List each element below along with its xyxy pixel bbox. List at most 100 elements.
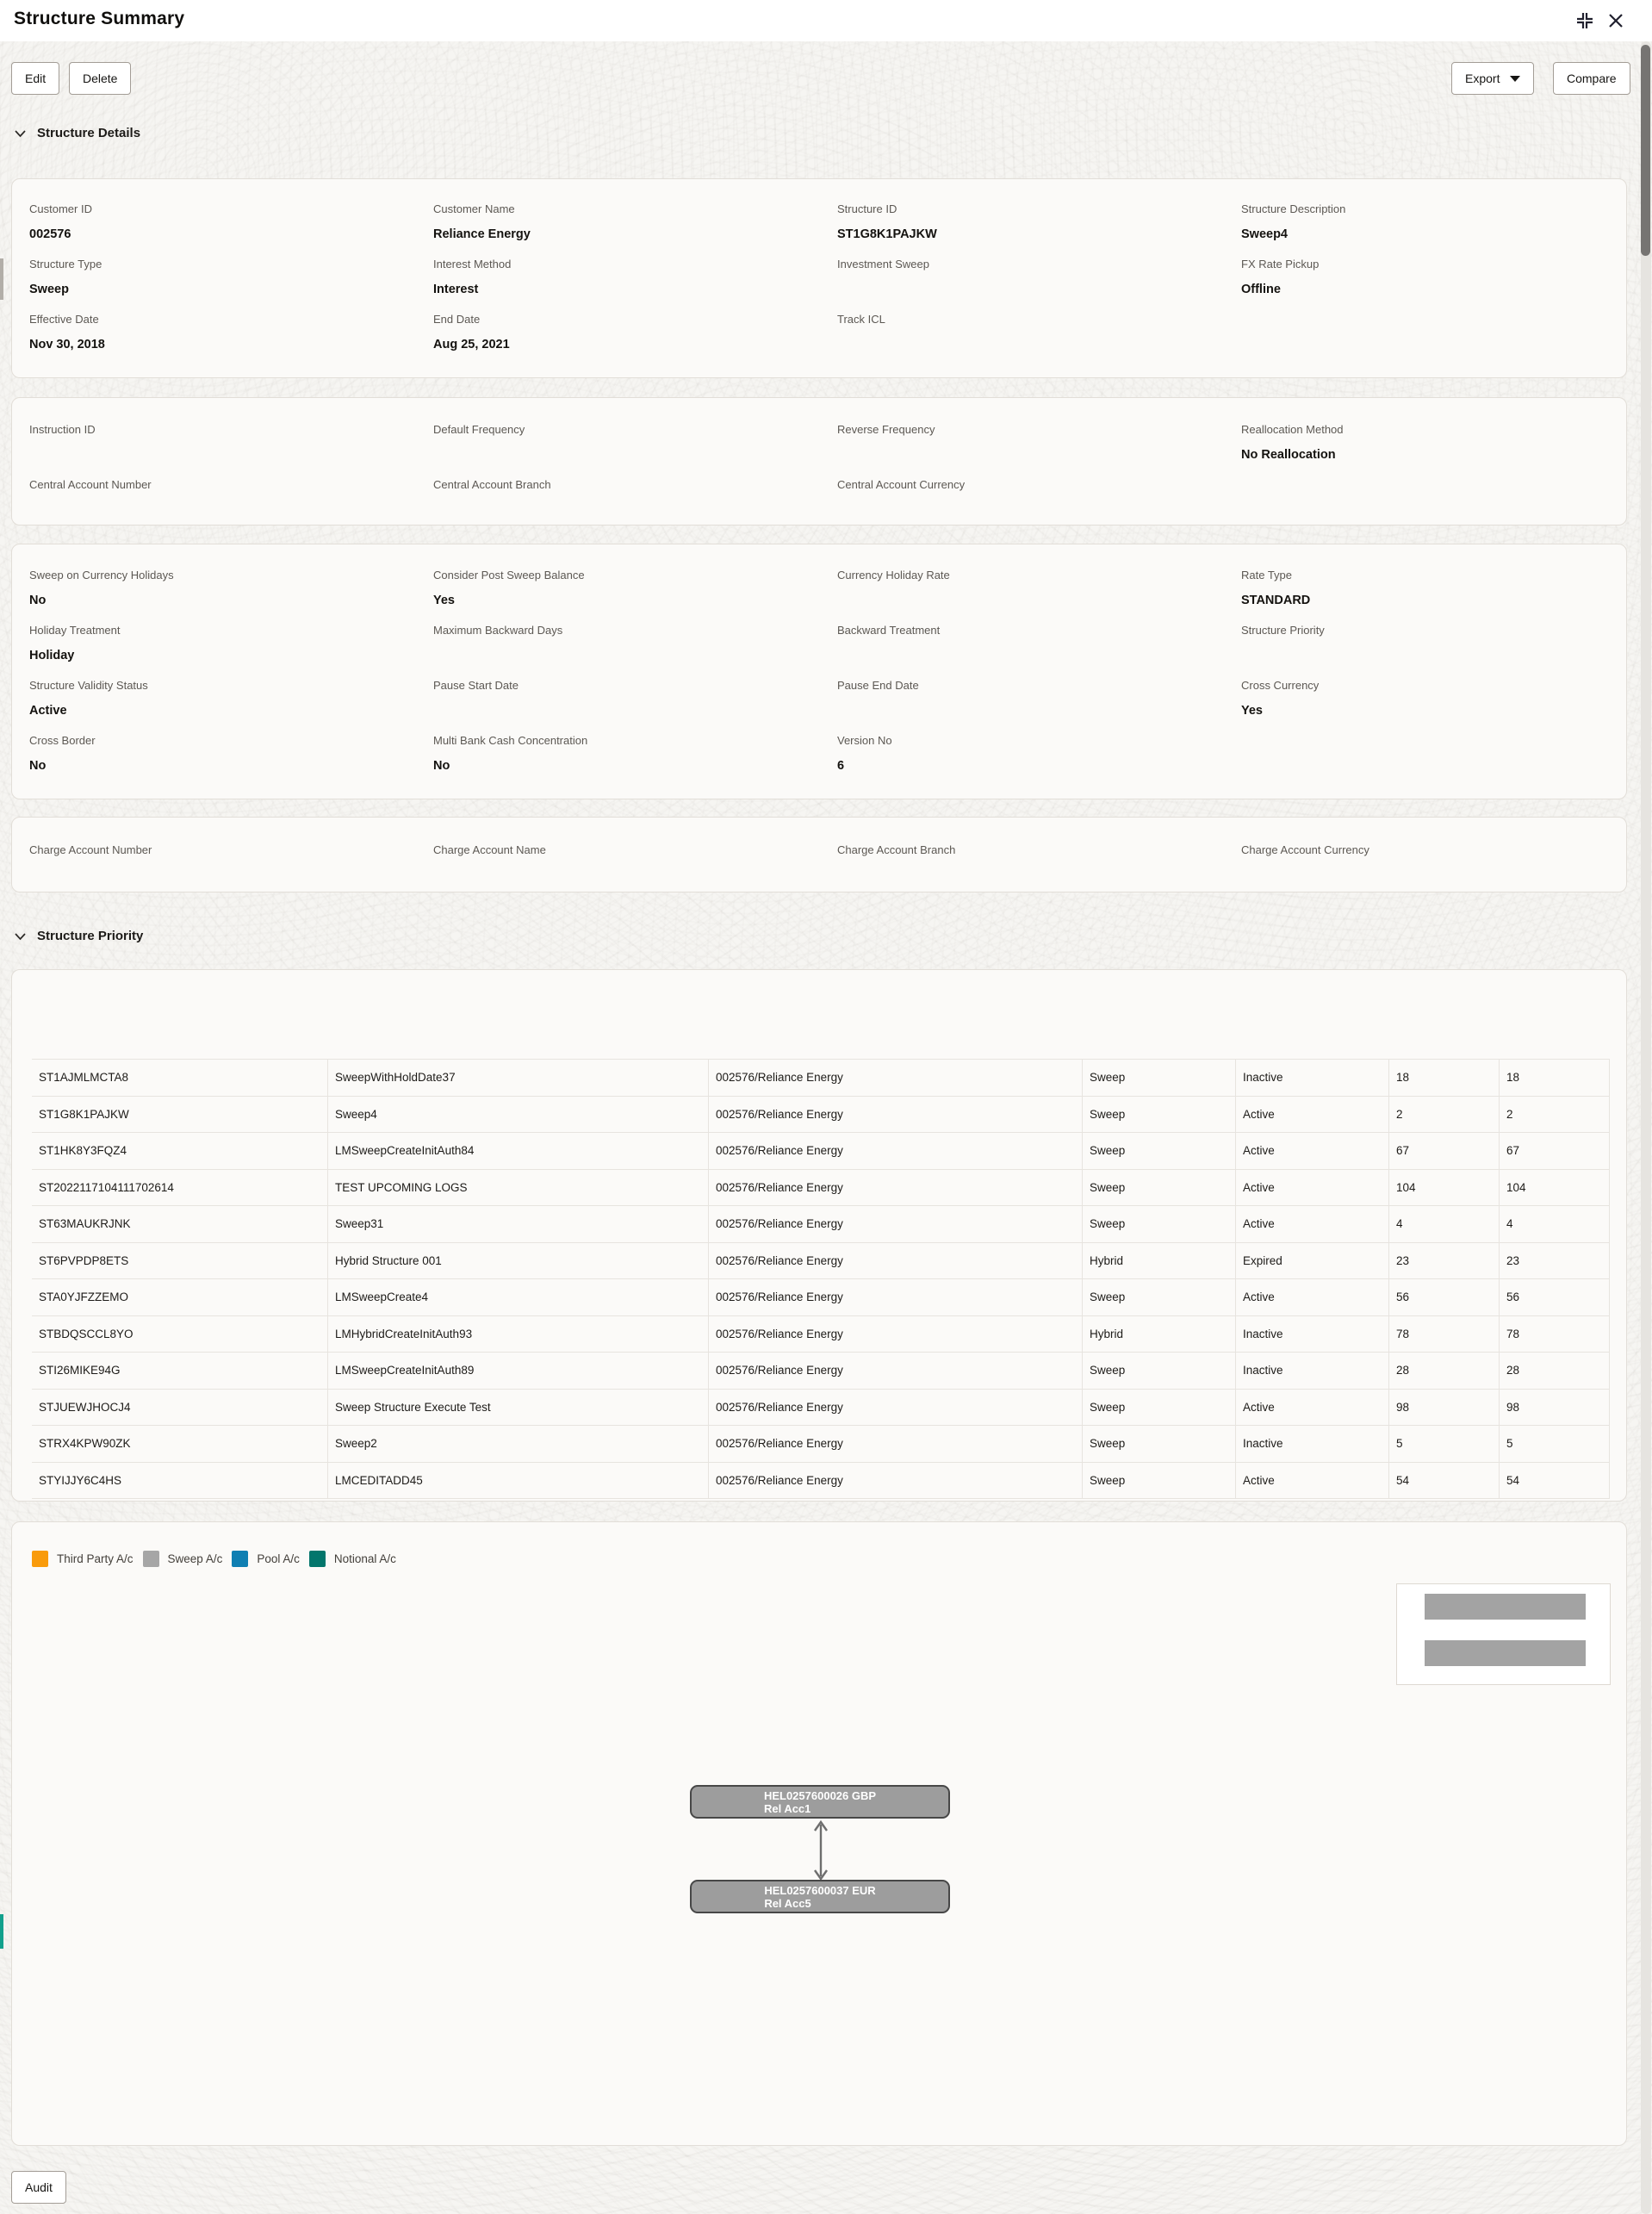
field-label: Default Frequency: [433, 423, 525, 436]
delete-button[interactable]: Delete: [69, 62, 132, 95]
cell-customer: 002576/Reliance Energy: [709, 1279, 1083, 1315]
field-value: Yes: [1241, 704, 1263, 718]
account-name: Rel Acc5: [764, 1896, 811, 1910]
field-label: Version No: [837, 734, 892, 747]
export-button-label: Export: [1465, 72, 1500, 85]
audit-button[interactable]: Audit: [11, 2171, 66, 2204]
diagram-minimap[interactable]: [1396, 1583, 1611, 1685]
field-label: Maximum Backward Days: [433, 624, 563, 637]
field: Charge Account Name: [433, 843, 837, 899]
cell-structure-id: STRX4KPW90ZK: [32, 1426, 328, 1462]
cell-structure-id: STBDQSCCL8YO: [32, 1315, 328, 1352]
chevron-down-icon[interactable]: [14, 931, 27, 942]
cell-status: Active: [1236, 1133, 1389, 1169]
table-row[interactable]: STI26MIKE94G LMSweepCreateInitAuth89 002…: [32, 1353, 1610, 1390]
field: Interest Method Interest: [433, 258, 837, 313]
field-label: Central Account Number: [29, 478, 152, 491]
cell-description: LMSweepCreateInitAuth84: [328, 1133, 709, 1169]
field-label: Backward Treatment: [837, 624, 941, 637]
field-label: Charge Account Number: [29, 843, 152, 856]
account-node-rel-acc1[interactable]: HEL0257600026 GBP Rel Acc1: [690, 1785, 950, 1819]
cell-description: LMCEDITADD45: [328, 1462, 709, 1498]
close-icon[interactable]: [1605, 9, 1627, 32]
cell-description: LMSweepCreate4: [328, 1279, 709, 1315]
table-row[interactable]: ST1HK8Y3FQZ4 LMSweepCreateInitAuth84 002…: [32, 1133, 1610, 1170]
left-drawer-handle[interactable]: [0, 1914, 3, 1949]
cell-priority-2: 4: [1500, 1206, 1610, 1242]
field-label: Customer Name: [433, 202, 515, 215]
structure-priority-table-card: ST1AJMLMCTA8 SweepWithHoldDate37 002576/…: [11, 969, 1627, 1502]
field: Currency Holiday Rate: [837, 569, 1241, 624]
table-row[interactable]: STRX4KPW90ZK Sweep2 002576/Reliance Ener…: [32, 1426, 1610, 1463]
cell-status: Active: [1236, 1096, 1389, 1132]
field: Pause Start Date: [433, 679, 837, 734]
field-value: STANDARD: [1241, 594, 1311, 607]
table-row[interactable]: STA0YJFZZEMO LMSweepCreate4 002576/Relia…: [32, 1279, 1610, 1316]
field: Investment Sweep: [837, 258, 1241, 313]
structure-details-card-3: Sweep on Currency Holidays No Consider P…: [11, 544, 1627, 799]
cell-structure-id: ST1HK8Y3FQZ4: [32, 1133, 328, 1169]
table-row[interactable]: ST63MAUKRJNK Sweep31 002576/Reliance Ene…: [32, 1206, 1610, 1243]
cell-structure-id: ST63MAUKRJNK: [32, 1206, 328, 1242]
cell-customer: 002576/Reliance Energy: [709, 1315, 1083, 1352]
restore-window-icon[interactable]: [1574, 9, 1596, 32]
cell-structure-type: Hybrid: [1083, 1242, 1236, 1278]
legend-label: Pool A/c: [257, 1552, 300, 1565]
structure-priority-header[interactable]: Structure Priority: [14, 929, 143, 943]
cell-status: Inactive: [1236, 1426, 1389, 1462]
field-value: 6: [837, 759, 845, 773]
table-row[interactable]: ST1G8K1PAJKW Sweep4 002576/Reliance Ener…: [32, 1096, 1610, 1133]
cell-priority-2: 2: [1500, 1096, 1610, 1132]
cell-structure-type: Sweep: [1083, 1060, 1236, 1096]
field: Structure Validity Status Active: [29, 679, 433, 734]
legend-item: Sweep A/c: [142, 1551, 222, 1567]
account-name: Rel Acc1: [763, 1801, 811, 1815]
table-row[interactable]: STYIJJY6C4HS LMCEDITADD45 002576/Relianc…: [32, 1462, 1610, 1499]
table-row[interactable]: STBDQSCCL8YO LMHybridCreateInitAuth93 00…: [32, 1315, 1610, 1353]
field-value: No: [29, 594, 47, 607]
field: Reallocation Method No Reallocation: [1241, 423, 1626, 478]
table-row[interactable]: ST6PVPDP8ETS Hybrid Structure 001 002576…: [32, 1242, 1610, 1279]
cell-structure-type: Sweep: [1083, 1462, 1236, 1498]
cell-description: SweepWithHoldDate37: [328, 1060, 709, 1096]
table-row[interactable]: STJUEWJHOCJ4 Sweep Structure Execute Tes…: [32, 1389, 1610, 1426]
cell-priority: 5: [1389, 1426, 1500, 1462]
field: Customer Name Reliance Energy: [433, 202, 837, 258]
field: Track ICL: [837, 313, 1241, 368]
cell-status: Inactive: [1236, 1353, 1389, 1389]
field-value: Holiday: [29, 649, 75, 662]
legend-swatch: [232, 1551, 249, 1567]
cell-structure-type: Sweep: [1083, 1169, 1236, 1205]
table-row[interactable]: ST2022117104111702614 TEST UPCOMING LOGS…: [32, 1169, 1610, 1206]
cell-priority: 2: [1389, 1096, 1500, 1132]
cell-structure-id: ST6PVPDP8ETS: [32, 1242, 328, 1278]
cell-structure-type: Sweep: [1083, 1353, 1236, 1389]
structure-details-header[interactable]: Structure Details: [14, 126, 140, 140]
field: Sweep on Currency Holidays No: [29, 569, 433, 624]
cell-priority-2: 28: [1500, 1353, 1610, 1389]
field: Instruction ID: [29, 423, 433, 478]
cell-description: Hybrid Structure 001: [328, 1242, 709, 1278]
cell-priority-2: 18: [1500, 1060, 1610, 1096]
cell-priority-2: 104: [1500, 1169, 1610, 1205]
cell-priority-2: 23: [1500, 1242, 1610, 1278]
cell-structure-id: STA0YJFZZEMO: [32, 1279, 328, 1315]
export-button[interactable]: Export: [1451, 62, 1535, 95]
app-bar: Structure Summary: [0, 0, 1652, 41]
cell-status: Expired: [1236, 1242, 1389, 1278]
compare-button[interactable]: Compare: [1553, 62, 1630, 95]
field-label: FX Rate Pickup: [1241, 258, 1320, 271]
cell-priority: 4: [1389, 1206, 1500, 1242]
vertical-scrollbar-track[interactable]: [1641, 41, 1651, 2214]
legend-swatch: [308, 1551, 326, 1567]
chevron-down-icon[interactable]: [14, 128, 27, 139]
field-value: Offline: [1241, 283, 1281, 296]
field: Central Account Currency: [837, 478, 1241, 533]
field: Cross Border No: [29, 734, 433, 789]
legend-item: Third Party A/c: [32, 1551, 134, 1567]
table-row[interactable]: ST1AJMLMCTA8 SweepWithHoldDate37 002576/…: [32, 1060, 1610, 1097]
edit-button[interactable]: Edit: [11, 62, 60, 95]
cell-customer: 002576/Reliance Energy: [709, 1462, 1083, 1498]
account-node-rel-acc5[interactable]: HEL0257600037 EUR Rel Acc5: [690, 1880, 950, 1913]
vertical-scrollbar-thumb[interactable]: [1641, 45, 1650, 256]
